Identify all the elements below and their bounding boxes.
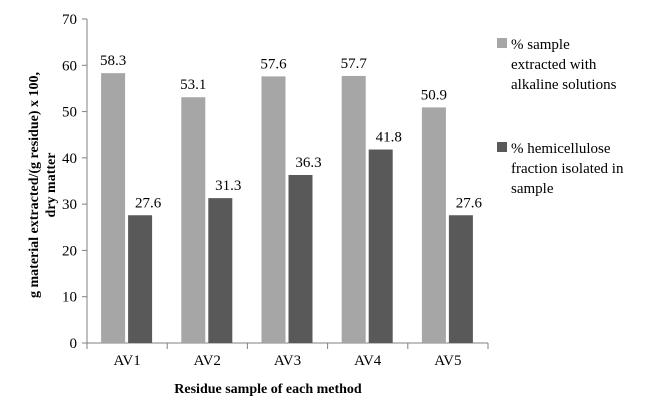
y-tick-label: 10 — [62, 290, 77, 306]
data-label: 27.6 — [135, 195, 162, 211]
bar-series-2 — [368, 149, 393, 343]
y-tick-label: 50 — [62, 105, 77, 121]
bar-series-2 — [288, 174, 313, 343]
bar-series-1 — [421, 107, 446, 343]
legend-swatch-1 — [497, 38, 507, 48]
x-tick-label: AV5 — [434, 353, 461, 369]
data-label: 31.3 — [215, 178, 241, 194]
data-label: 58.3 — [100, 53, 126, 69]
bar-series-1 — [261, 76, 286, 343]
legend: % sample extracted with alkaline solutions… — [497, 37, 624, 197]
x-axis-title: Residue sample of each method — [174, 382, 362, 397]
data-label: 27.6 — [456, 195, 483, 211]
x-tick-label: AV2 — [194, 353, 221, 369]
bar-series-1 — [101, 73, 126, 343]
x-tick-label: AV3 — [274, 353, 301, 369]
bar-series-2 — [128, 215, 153, 343]
legend-label: extracted with — [511, 57, 597, 73]
y-axis-title-line-2: dry matter — [44, 153, 59, 218]
bar-series-1 — [181, 97, 206, 343]
y-axis-title-line-1: g material extracted/(g residue) x 100, — [27, 72, 42, 298]
legend-label: fraction isolated in — [511, 161, 624, 177]
data-label: 53.1 — [180, 77, 206, 93]
y-tick-label: 70 — [62, 12, 77, 28]
plot-area: 0 10 20 30 40 50 60 70 AV1 58.3 27.6 AV2 53.1 31.3 AV3… — [62, 12, 489, 369]
legend-swatch-2 — [497, 142, 507, 152]
y-tick-label: 60 — [62, 58, 77, 74]
legend-label: % hemicellulose — [511, 141, 611, 157]
data-label: 57.7 — [341, 56, 368, 72]
data-label: 57.6 — [260, 56, 287, 72]
legend-label: sample — [511, 181, 554, 197]
y-tick-label: 30 — [62, 197, 77, 213]
legend-label: % sample — [511, 37, 570, 53]
bar-series-1 — [341, 75, 366, 343]
data-label: 36.3 — [295, 155, 321, 171]
x-tick-label: AV4 — [354, 353, 382, 369]
legend-label: alkaline solutions — [511, 77, 617, 93]
y-axis-title: g material extracted/(g residue) x 100, … — [27, 72, 59, 298]
bar-series-2 — [448, 215, 473, 343]
data-label: 41.8 — [376, 130, 402, 146]
y-tick-label: 20 — [62, 243, 77, 259]
data-label: 50.9 — [421, 87, 447, 103]
y-tick-label: 40 — [62, 151, 77, 167]
bar-series-2 — [208, 198, 233, 343]
y-tick-label: 0 — [70, 336, 78, 352]
x-tick-label: AV1 — [113, 353, 140, 369]
